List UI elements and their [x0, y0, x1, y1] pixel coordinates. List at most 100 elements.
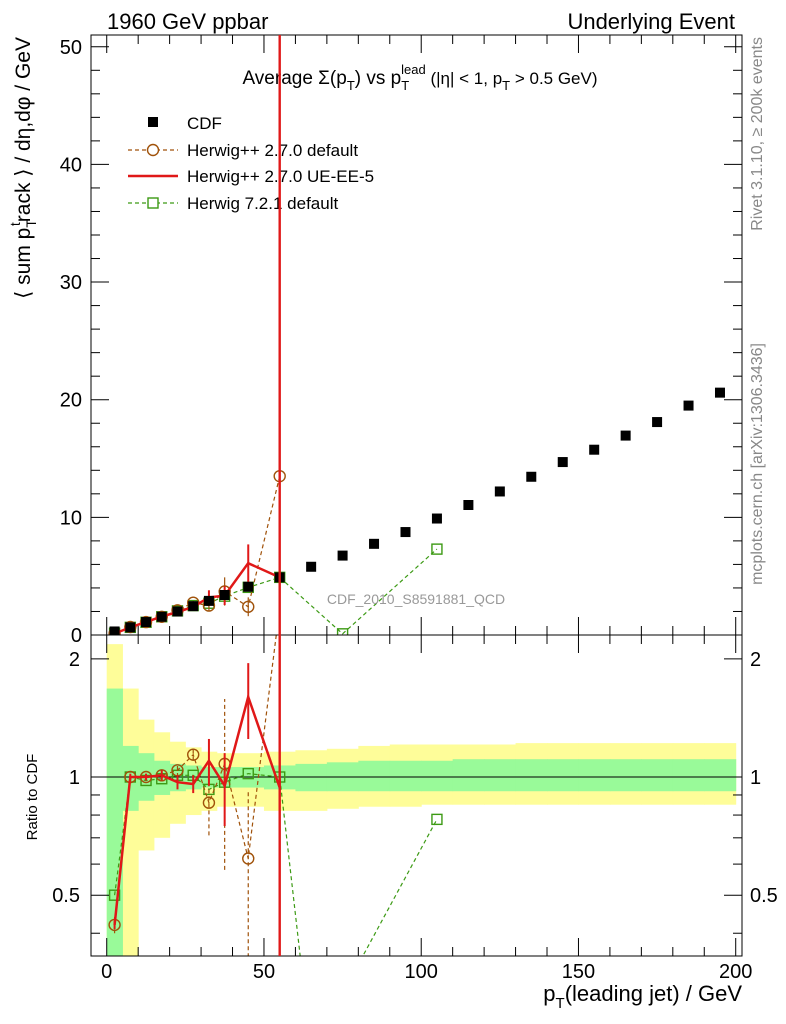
title-sub2: T — [401, 78, 409, 93]
band-inner — [389, 760, 422, 792]
main-y-label: ⟨ sum pTtrack ⟩ / dη,dφ / GeV — [7, 37, 39, 299]
legend: CDF Herwig++ 2.7.0 default Herwig++ 2.7.… — [128, 114, 374, 213]
cdf-point — [494, 486, 505, 497]
herwig-default-point — [139, 615, 153, 629]
cdf-point — [337, 550, 348, 561]
cdf-point — [203, 595, 214, 606]
x-tick-label-100: 100 — [405, 961, 438, 983]
watermark: CDF_2010_S8591881_QCD — [327, 591, 505, 607]
ratio-line-2 — [114, 772, 438, 956]
legend-label-herwig721: Herwig 7.2.1 default — [187, 194, 338, 213]
ylabel-pre: ⟨ sum p — [12, 228, 35, 299]
x-tick-label-200: 200 — [719, 961, 752, 983]
cdf-point — [589, 444, 600, 455]
xlabel-sub: T — [556, 995, 565, 1012]
ratio-frame — [90, 634, 743, 957]
cdf-point — [172, 606, 183, 617]
ratio-herwig721-point — [431, 813, 443, 826]
ratio-herwig-default-point — [202, 796, 216, 809]
legend-marker-cdf — [148, 117, 158, 127]
cdf-point — [306, 561, 317, 572]
ylabel-post: rack ⟩ / dη,dφ / GeV — [12, 37, 35, 222]
band-inner — [515, 759, 548, 792]
legend-marker-herwig721 — [147, 197, 159, 209]
y-tick-label-40: 40 — [60, 154, 82, 176]
ylabel-sub: T — [23, 219, 39, 228]
ratio-y-tick-label-right-2: 2 — [750, 649, 761, 671]
band-inner — [358, 760, 391, 792]
band-inner — [578, 759, 611, 792]
cdf-point — [620, 430, 631, 441]
band-inner — [421, 760, 454, 792]
ratio-y-tick-label-0.5: 0.5 — [52, 885, 80, 907]
cdf-point — [683, 400, 694, 411]
band-inner — [547, 759, 579, 792]
ylabel-sup: t — [7, 222, 23, 226]
ratio-herwig721-point — [242, 767, 254, 780]
herwig-default-point — [242, 600, 255, 613]
cdf-point — [652, 417, 663, 428]
band-inner — [484, 759, 517, 792]
cdf-point — [431, 513, 442, 524]
y-tick-label-50: 50 — [60, 37, 82, 59]
herwig721-point — [336, 628, 349, 635]
ratio-y-tick-label-2: 2 — [69, 649, 80, 671]
cdf-point — [125, 622, 136, 633]
ratio-herwig-default-point — [187, 748, 200, 761]
title-sub3: T — [502, 78, 510, 93]
y-tick-label-20: 20 — [60, 390, 82, 412]
xlabel-post: (leading jet) / GeV — [565, 981, 743, 1006]
title-end: > 0.5 GeV) — [510, 69, 597, 88]
band-inner — [295, 763, 328, 792]
title-mid: ) vs p — [355, 68, 401, 89]
x-axis-label: pT(leading jet) / GeV — [543, 981, 742, 1012]
mcplots-label: mcplots.cern.ch [arXiv:1306.3436] — [749, 343, 766, 585]
title-sub1: T — [347, 78, 355, 93]
ratio-y-tick-label-right-1: 1 — [750, 767, 761, 789]
cdf-point — [219, 590, 230, 600]
band-inner — [704, 759, 737, 792]
ratio-plot-area — [108, 635, 443, 956]
legend-marker-herwig-default — [146, 143, 160, 157]
series-line-2 — [114, 561, 281, 635]
band-outer — [122, 688, 139, 956]
x-tick-label-150: 150 — [562, 961, 595, 983]
herwig-default-point — [124, 620, 137, 634]
cdf-point — [141, 617, 152, 628]
title-sigma: Σ(p — [318, 68, 347, 89]
series-line-1 — [114, 476, 281, 635]
y-tick-label-10: 10 — [60, 507, 82, 529]
ratio-y-tick-label-1: 1 — [69, 767, 80, 789]
band-inner — [452, 759, 485, 792]
header-right: Underlying Event — [567, 9, 735, 34]
cdf-point — [400, 527, 411, 538]
xlabel-pre: p — [543, 981, 555, 1006]
ratio-herwig-default-point — [242, 852, 255, 865]
rivet-label: Rivet 3.1.10, ≥ 200k events — [749, 37, 766, 231]
ratio-y-label: Ratio to CDF — [24, 754, 41, 841]
ratio-line-1 — [113, 692, 281, 926]
band-inner — [609, 759, 642, 792]
header-left: 1960 GeV ppbar — [107, 9, 268, 34]
band-inner — [672, 759, 705, 792]
title-post: (|η| < 1, p — [426, 69, 502, 88]
chart-title: Average Σ(pT) vs pTlead (|η| < 1, pT > 0… — [242, 62, 597, 93]
cdf-point — [463, 500, 474, 510]
herwig721-point — [431, 543, 443, 555]
y-tick-label-0: 0 — [71, 625, 82, 647]
legend-label-herwig-default: Herwig++ 2.7.0 default — [187, 141, 358, 160]
title-sup2: lead — [401, 62, 426, 77]
ratio-herwig721-point — [108, 889, 121, 901]
cdf-point — [369, 538, 380, 549]
ratio-y-tick-label-right-0.5: 0.5 — [750, 885, 778, 907]
legend-label-cdf: CDF — [187, 114, 222, 133]
cdf-point — [188, 601, 199, 612]
herwig-default-point — [155, 610, 168, 623]
x-tick-label-0: 0 — [101, 961, 112, 983]
cdf-point — [714, 387, 725, 398]
cdf-point — [526, 471, 537, 482]
cdf-point — [156, 611, 167, 622]
y-tick-label-30: 30 — [60, 272, 82, 294]
cdf-point — [243, 581, 254, 592]
